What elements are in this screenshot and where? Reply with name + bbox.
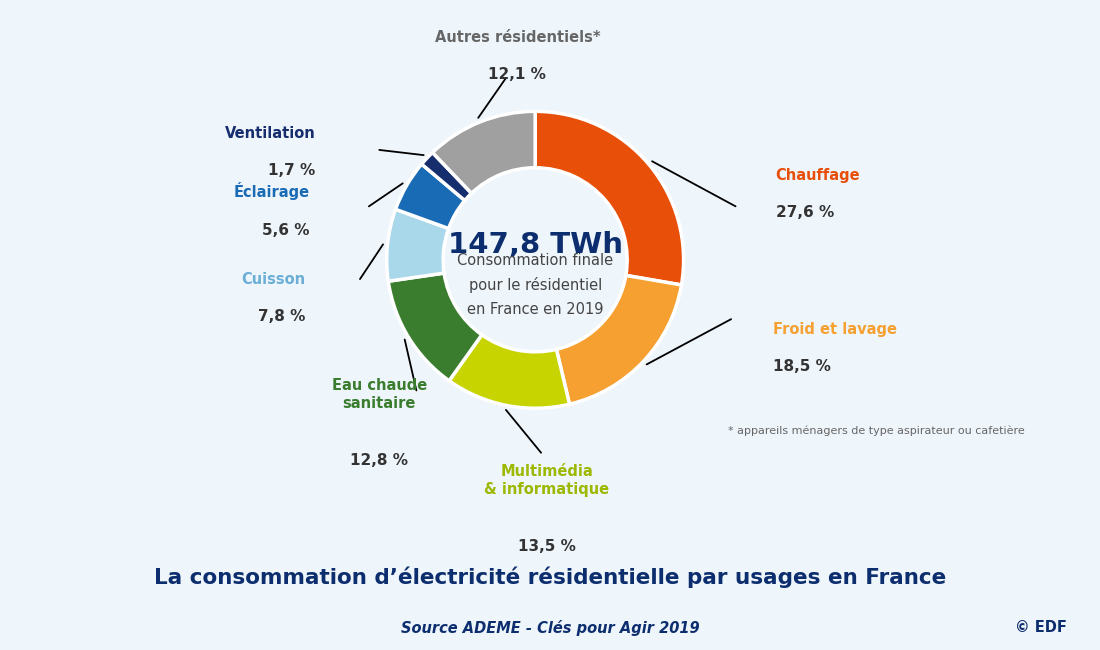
Text: 18,5 %: 18,5 %: [772, 359, 830, 374]
Text: Autres résidentiels*: Autres résidentiels*: [434, 29, 601, 45]
Text: Ventilation: Ventilation: [224, 126, 316, 141]
Text: 13,5 %: 13,5 %: [518, 539, 576, 554]
Text: 12,8 %: 12,8 %: [350, 453, 408, 468]
Text: © EDF: © EDF: [1015, 620, 1067, 635]
Text: * appareils ménagers de type aspirateur ou cafetière: * appareils ménagers de type aspirateur …: [728, 425, 1025, 436]
Text: Multimédia
& informatique: Multimédia & informatique: [484, 463, 609, 497]
Text: Cuisson: Cuisson: [241, 272, 305, 287]
Text: 7,8 %: 7,8 %: [257, 309, 305, 324]
Wedge shape: [432, 111, 536, 193]
Text: 147,8 TWh: 147,8 TWh: [448, 231, 623, 259]
Text: Eau chaude
sanitaire: Eau chaude sanitaire: [332, 378, 427, 411]
Text: Consommation finale
pour le résidentiel
en France en 2019: Consommation finale pour le résidentiel …: [458, 254, 613, 317]
Text: 27,6 %: 27,6 %: [776, 205, 834, 220]
Text: Éclairage: Éclairage: [233, 183, 309, 200]
Wedge shape: [449, 335, 570, 408]
Wedge shape: [388, 273, 482, 381]
Wedge shape: [536, 111, 683, 285]
Wedge shape: [387, 209, 449, 281]
Text: Chauffage: Chauffage: [776, 168, 860, 183]
Text: La consommation d’électricité résidentielle par usages en France: La consommation d’électricité résidentie…: [154, 567, 946, 588]
Wedge shape: [557, 276, 682, 404]
Text: Source ADEME - Clés pour Agir 2019: Source ADEME - Clés pour Agir 2019: [400, 620, 700, 636]
Text: 1,7 %: 1,7 %: [268, 163, 316, 178]
Text: Froid et lavage: Froid et lavage: [772, 322, 896, 337]
Text: 5,6 %: 5,6 %: [262, 223, 309, 238]
Wedge shape: [421, 153, 472, 200]
Wedge shape: [396, 164, 465, 229]
Text: 12,1 %: 12,1 %: [488, 67, 547, 82]
